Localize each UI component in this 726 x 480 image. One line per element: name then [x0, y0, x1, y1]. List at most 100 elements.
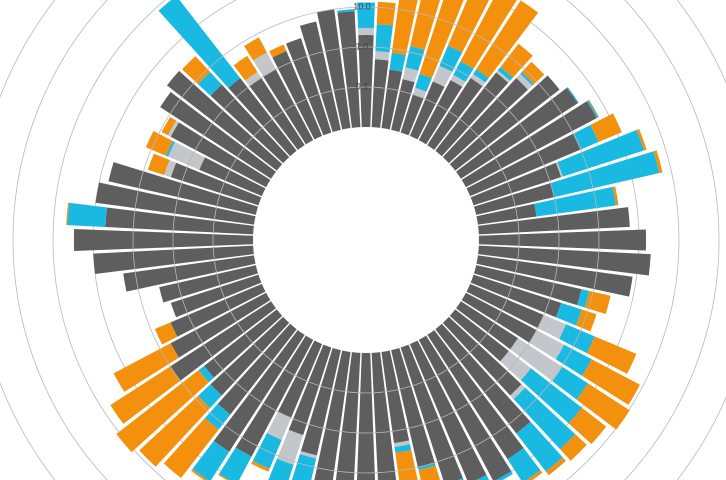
bar-segment: [337, 9, 355, 13]
bar-segment: [432, 65, 453, 87]
bar-segment: [244, 37, 267, 61]
outer-ring: [52, 0, 680, 480]
bar-segment: [376, 1, 396, 26]
bar-segment: [427, 330, 524, 460]
bar-segment: [449, 309, 509, 362]
bar-segment: [170, 162, 262, 206]
bar-segment: [456, 87, 578, 179]
bar-segment: [288, 344, 332, 436]
bar-segment: [497, 66, 514, 81]
bar-segment: [192, 440, 230, 480]
bar-segment: [478, 245, 651, 276]
bar-segment: [456, 301, 519, 350]
bar-segment: [300, 347, 341, 456]
bar-segment: [170, 283, 266, 337]
bar-segment: [552, 366, 589, 400]
bar-segment: [516, 73, 533, 90]
bar-segment: [245, 71, 262, 87]
bar-segment: [391, 0, 418, 56]
bar-segment: [391, 347, 435, 468]
grid-circle: [132, 6, 600, 474]
bar-segment: [394, 440, 410, 447]
bar-segment: [478, 207, 630, 235]
bar-segment: [439, 45, 463, 72]
bar-segment: [110, 366, 181, 424]
bar-segment: [218, 473, 230, 480]
bar-segment: [555, 344, 592, 376]
bar-segment: [550, 151, 660, 198]
bar-segment: [159, 265, 259, 303]
bar-segment: [419, 0, 464, 79]
bar-segment: [170, 292, 271, 358]
bar-segment: [182, 56, 211, 85]
bar-segment: [557, 129, 645, 177]
bar-segment: [466, 133, 581, 197]
bar-segment: [210, 84, 290, 164]
bar-segment: [228, 78, 297, 157]
bar-segment: [520, 368, 582, 424]
bar-segment: [586, 336, 637, 374]
bar-segment: [164, 160, 177, 178]
grid-circle: [172, 46, 560, 434]
bar-segment: [375, 24, 393, 53]
bar-segment: [588, 99, 600, 118]
bar-segment: [435, 72, 509, 157]
bar-segment: [582, 359, 640, 405]
bar-segment: [299, 21, 341, 133]
bar-segment: [299, 451, 317, 459]
bar-segment: [161, 116, 177, 136]
bar-segment: [510, 338, 563, 382]
bar-segment: [204, 403, 231, 430]
bar-segment: [516, 421, 563, 472]
bar-segment: [500, 43, 533, 78]
bar-segment: [560, 434, 587, 461]
bar-segment: [461, 292, 537, 343]
bar-segment: [409, 340, 487, 480]
bar-segment: [204, 309, 283, 378]
bar-segment: [286, 38, 332, 136]
bar-segment: [139, 395, 211, 467]
bar-segment: [586, 100, 599, 119]
bar-segment: [217, 323, 297, 415]
bar-segment: [466, 283, 544, 329]
bar-segment: [476, 0, 539, 79]
bar-segment: [314, 350, 351, 480]
bar-segment: [235, 335, 314, 457]
tick-label: 0.1: [356, 81, 369, 91]
bar-segment: [358, 34, 374, 128]
bar-segment: [266, 411, 292, 441]
bar-segment: [105, 207, 254, 235]
bar-segment: [520, 72, 534, 86]
bar-segment: [269, 44, 287, 58]
bar-segment: [166, 70, 283, 171]
bar-segment: [412, 87, 427, 99]
bar-segment: [67, 202, 108, 228]
bar-segment: [447, 0, 490, 53]
bar-segment: [291, 454, 317, 480]
bar-segment: [210, 316, 290, 396]
bar-segment: [612, 186, 619, 206]
bar-segment: [460, 0, 517, 69]
bar-segment: [427, 77, 483, 150]
bar-segment: [154, 322, 178, 345]
bar-segment: [263, 69, 314, 145]
bar-segment: [526, 470, 543, 480]
bar-segment: [584, 290, 611, 314]
tick-label: 10.0: [353, 1, 371, 11]
bar-segment: [478, 229, 647, 251]
bar-segment: [500, 351, 531, 381]
bar-segment: [199, 157, 266, 197]
bar-segment: [653, 150, 663, 174]
bar-segment: [219, 447, 252, 480]
bar-segment: [381, 69, 403, 130]
grid-circle: [212, 86, 520, 394]
bar-segment: [391, 79, 415, 133]
bar-segment: [576, 309, 597, 332]
bar-segment: [496, 471, 513, 480]
bar-segment: [435, 323, 531, 434]
bar-segment: [400, 94, 424, 136]
bar-segment: [198, 72, 222, 96]
bar-segment: [470, 74, 486, 87]
